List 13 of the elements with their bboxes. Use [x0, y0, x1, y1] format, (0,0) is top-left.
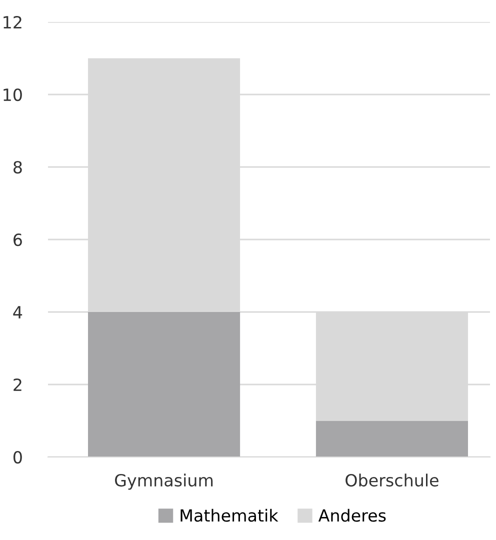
y-tick-label: 10: [4, 88, 22, 102]
bar: [88, 312, 240, 457]
legend-label: Anderes: [318, 508, 386, 522]
x-tick-label: Gymnasium: [115, 474, 213, 490]
bar: [316, 420, 468, 457]
y-tick-label: 12: [4, 16, 22, 28]
y-tick-label: 2: [14, 378, 22, 391]
legend-label: Mathematik: [180, 508, 278, 522]
y-tick-label: 6: [14, 233, 22, 246]
y-tick-label: 0: [13, 450, 22, 464]
x-tick-label: Oberschule: [346, 474, 438, 487]
y-tick-label: 4: [13, 306, 22, 318]
y-tick-label: 8: [14, 160, 22, 174]
